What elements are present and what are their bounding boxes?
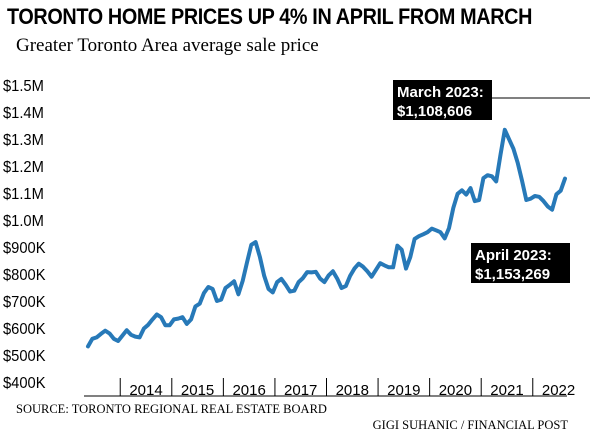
- y-tick-label: $1.2M: [3, 158, 44, 176]
- y-tick-label: $400K: [3, 374, 46, 392]
- x-tick-label: 2014: [129, 382, 162, 399]
- april-callout-box: [471, 243, 570, 283]
- april-callout-value: $1,153,269: [475, 266, 550, 283]
- x-tick-label: 2019: [387, 382, 420, 399]
- source-note: SOURCE: TORONTO REGIONAL REAL ESTATE BOA…: [16, 402, 327, 416]
- y-tick-label: $1.0M: [3, 212, 44, 230]
- x-tick-label: 2018: [336, 382, 369, 399]
- y-tick-label: $1.3M: [3, 131, 44, 149]
- x-tick-label: 2022: [542, 382, 575, 399]
- y-tick-label: $800K: [3, 266, 46, 284]
- credit-note: GIGI SUHANIC / FINANCIAL POST: [372, 418, 568, 432]
- price-series-line: [86, 127, 567, 349]
- chart-subtitle: Greater Toronto Area average sale price: [16, 35, 319, 56]
- y-tick-label: $1.5M: [3, 77, 44, 95]
- y-tick-label: $500K: [3, 347, 46, 365]
- x-tick-label: 2015: [181, 382, 214, 399]
- y-tick-label: $1.1M: [3, 185, 44, 203]
- x-tick-label: 2017: [284, 382, 317, 399]
- march-callout-value: $1,108,606: [397, 103, 472, 120]
- y-tick-label: $1.4M: [3, 104, 44, 122]
- march-callout-box: [393, 80, 492, 120]
- x-tick-label: 2016: [232, 382, 265, 399]
- y-tick-label: $900K: [3, 239, 46, 257]
- x-tick-label: 2021: [490, 382, 523, 399]
- y-tick-label: $700K: [3, 293, 46, 311]
- chart-title: TORONTO HOME PRICES UP 4% IN APRIL FROM …: [7, 4, 533, 29]
- y-tick-label: $600K: [3, 320, 46, 338]
- april-callout-label: April 2023:: [475, 247, 552, 264]
- x-tick-label: 2020: [439, 382, 472, 399]
- march-callout-label: March 2023:: [397, 84, 484, 101]
